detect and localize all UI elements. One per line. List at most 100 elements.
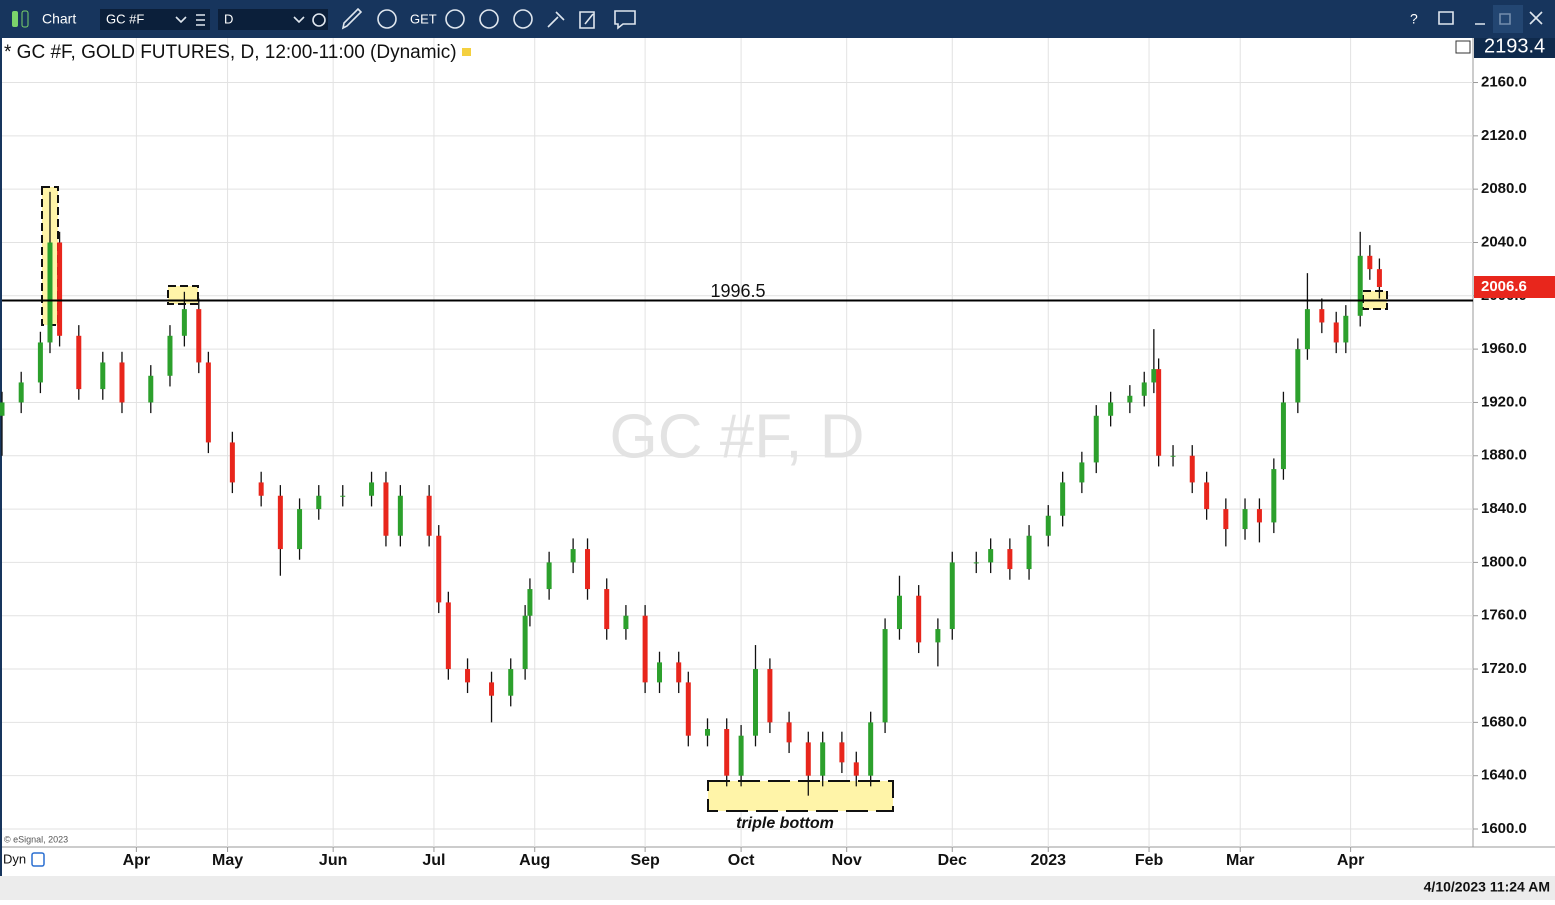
candle-body xyxy=(47,242,53,343)
annotation: triple bottom xyxy=(736,815,834,832)
candle-body xyxy=(1367,255,1373,270)
mode: Dyn xyxy=(3,851,26,866)
candle-body xyxy=(1026,535,1032,570)
y-tick-label: 1920.0 xyxy=(1481,393,1527,410)
y-tick-label: 1640.0 xyxy=(1481,767,1527,784)
x-tick-label: Jun xyxy=(319,852,347,869)
candle-body xyxy=(369,482,375,496)
candle-body xyxy=(752,669,758,736)
y-tick-label: 2120.0 xyxy=(1481,127,1527,144)
frame xyxy=(0,38,2,876)
candle-body xyxy=(297,509,303,550)
t-icon[interactable] xyxy=(479,9,499,29)
x-tick-label: Apr xyxy=(123,852,151,869)
candle-body xyxy=(868,722,874,776)
candle-body xyxy=(935,629,941,643)
clock-icon[interactable] xyxy=(312,13,326,27)
candle-body xyxy=(973,562,979,564)
candle-body xyxy=(57,242,63,336)
comment-icon[interactable] xyxy=(614,10,636,30)
a-icon[interactable] xyxy=(513,9,533,29)
candle-body xyxy=(685,682,691,736)
interval-menu[interactable] xyxy=(293,16,305,24)
candle-body xyxy=(724,729,730,776)
candle-body xyxy=(508,669,514,696)
interval[interactable]: D xyxy=(224,11,233,26)
candle-body xyxy=(896,595,902,630)
candle-body xyxy=(258,482,264,496)
symbol-menu[interactable] xyxy=(175,14,205,26)
candle-body xyxy=(1304,309,1310,350)
candle-body xyxy=(916,595,922,643)
logo xyxy=(21,10,29,28)
candle-body xyxy=(1280,402,1286,470)
candle-body xyxy=(1108,402,1114,416)
x-tick-label: Mar xyxy=(1226,852,1254,869)
y-tick-label: 1760.0 xyxy=(1481,607,1527,624)
candle-body xyxy=(181,309,187,336)
b-icon[interactable] xyxy=(445,9,465,29)
grid xyxy=(2,38,1473,847)
candle-body xyxy=(1256,509,1262,523)
candle-body xyxy=(1204,482,1210,510)
candle-body xyxy=(119,362,125,403)
tool-icon[interactable] xyxy=(547,11,565,28)
candle-body xyxy=(205,362,211,443)
get-button[interactable]: GET xyxy=(410,11,437,26)
candle-body xyxy=(1189,455,1195,483)
candle-body xyxy=(340,495,346,497)
y-tick-label: 1960.0 xyxy=(1481,340,1527,357)
restore-button[interactable] xyxy=(1493,5,1523,33)
candle-body xyxy=(229,442,235,483)
y-tick-label: 1680.0 xyxy=(1481,713,1527,730)
candle-body xyxy=(397,495,403,536)
candle-body xyxy=(0,402,5,416)
candle-body xyxy=(882,629,888,723)
candle-body xyxy=(1093,415,1099,463)
candle-body xyxy=(1295,349,1301,403)
candle-body xyxy=(820,742,826,776)
x-tick-label: Dec xyxy=(938,852,967,869)
study-icon[interactable] xyxy=(377,9,397,29)
candle-body xyxy=(465,669,471,683)
x-tick-label: Aug xyxy=(519,852,550,869)
candle-body xyxy=(1079,462,1085,483)
candle-body xyxy=(642,615,648,683)
candle-body xyxy=(100,362,106,390)
top-price: 2193.4 xyxy=(1484,35,1545,57)
copyright: © eSignal, 2023 xyxy=(4,834,68,844)
candle-body xyxy=(522,615,528,670)
panel-icon[interactable] xyxy=(1455,40,1471,54)
top-price-box xyxy=(1474,38,1555,58)
last-price-box xyxy=(1474,276,1555,299)
y-tick-label: 1880.0 xyxy=(1481,447,1527,464)
candle-body xyxy=(167,335,173,376)
candle-body xyxy=(1127,395,1133,403)
draw-icon[interactable] xyxy=(341,7,363,30)
note-icon[interactable] xyxy=(579,11,595,29)
candle-body xyxy=(426,495,432,536)
candle-body xyxy=(1223,509,1229,530)
candle-body xyxy=(623,615,629,630)
symbol-box[interactable] xyxy=(100,9,210,30)
title-icon xyxy=(462,48,471,56)
candle-body xyxy=(585,549,591,590)
interval-box[interactable] xyxy=(218,9,328,30)
candle-body xyxy=(1060,482,1066,516)
symbol[interactable]: GC #F xyxy=(106,11,144,26)
candle-body xyxy=(949,562,955,630)
timestamp: 4/10/2023 11:24 AM xyxy=(1424,879,1550,895)
x-tick-label: 2023 xyxy=(1030,852,1066,869)
candle-body xyxy=(570,549,576,563)
x-tick-label: Sep xyxy=(630,852,660,869)
lock-icon[interactable] xyxy=(31,852,45,867)
help[interactable]: ? xyxy=(1410,11,1418,27)
candle-body xyxy=(436,535,442,603)
candle-body xyxy=(1376,269,1382,288)
logo xyxy=(12,11,18,27)
candle-body xyxy=(839,742,845,763)
x-tick-label: Apr xyxy=(1337,852,1365,869)
candle-body xyxy=(1333,322,1339,343)
